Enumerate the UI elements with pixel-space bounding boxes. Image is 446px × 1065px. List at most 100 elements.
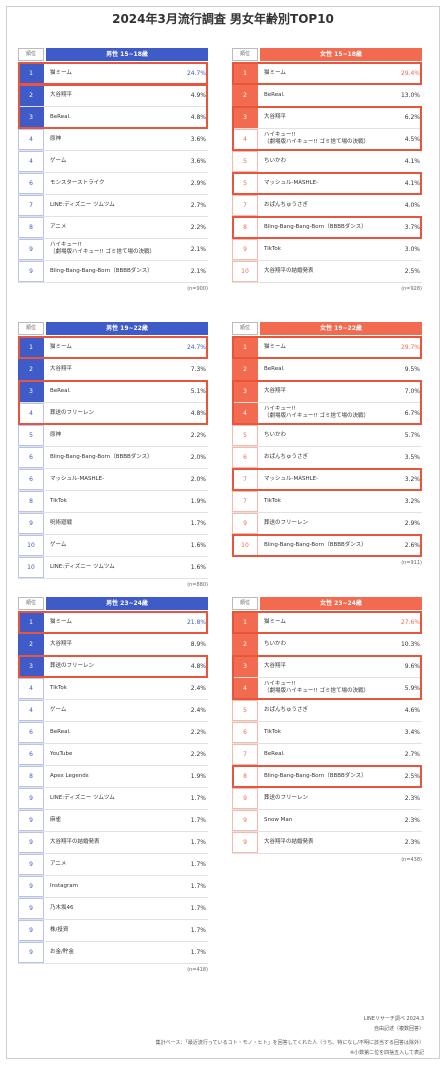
sample-size: (n=418) bbox=[187, 967, 208, 973]
table-row: 3 大谷翔平 9.6% bbox=[232, 656, 422, 678]
table-row: 7 マッシュル-MASHLE- 3.2% bbox=[232, 469, 422, 491]
rank-number: 3 bbox=[232, 107, 258, 128]
item-percentage: 1.7% bbox=[190, 883, 206, 890]
table-row: 2 BeReal. 13.0% bbox=[232, 85, 422, 107]
rank-number: 1 bbox=[232, 337, 258, 358]
rank-number: 8 bbox=[232, 766, 258, 787]
sample-size: (n=928) bbox=[401, 286, 422, 292]
rank-number: 9 bbox=[232, 788, 258, 809]
item-name: 猫ミーム bbox=[50, 70, 72, 76]
rank-number: 1 bbox=[232, 63, 258, 84]
table-row: 1 猫ミーム 24.7% bbox=[18, 337, 208, 359]
table-row: 4 原神 3.6% bbox=[18, 129, 208, 151]
rank-number: 6 bbox=[232, 447, 258, 468]
table-row: 9 アニメ 1.7% bbox=[18, 854, 208, 876]
rank-number: 3 bbox=[232, 656, 258, 677]
infographic-frame bbox=[6, 6, 440, 1059]
item-name: 原神 bbox=[50, 136, 62, 142]
table-row: 9 LINE:ディズニー ツムツム 1.7% bbox=[18, 788, 208, 810]
table-row: 2 大谷翔平 8.9% bbox=[18, 634, 208, 656]
item-percentage: 2.2% bbox=[190, 224, 206, 231]
table-row: 4 葬送のフリーレン 4.8% bbox=[18, 403, 208, 425]
rank-number: 4 bbox=[232, 129, 258, 150]
item-name: LINE:ディズニー ツムツム bbox=[50, 202, 115, 208]
table-header: 順位 男性 15~18歳 bbox=[18, 48, 208, 61]
rank-number: 4 bbox=[232, 403, 258, 424]
rank-number: 7 bbox=[232, 491, 258, 512]
table-row: 8 TikTok 1.9% bbox=[18, 491, 208, 513]
table-row: 5 おぱんちゅうさぎ 4.6% bbox=[232, 700, 422, 722]
group-label: 女性 19~22歳 bbox=[260, 322, 422, 335]
rank-number: 9 bbox=[18, 898, 44, 919]
item-percentage: 1.7% bbox=[190, 905, 206, 912]
rank-number: 9 bbox=[232, 832, 258, 853]
table-header: 順位 男性 19~22歳 bbox=[18, 322, 208, 335]
item-percentage: 29.7% bbox=[400, 344, 420, 351]
item-percentage: 1.9% bbox=[190, 498, 206, 505]
group-label: 男性 15~18歳 bbox=[46, 48, 208, 61]
item-percentage: 1.6% bbox=[190, 564, 206, 571]
table-row: 9 お金/貯金 1.7% bbox=[18, 942, 208, 964]
item-percentage: 3.6% bbox=[190, 158, 206, 165]
table-row: 8 Apex Legends 1.9% bbox=[18, 766, 208, 788]
sample-size: (n=880) bbox=[187, 582, 208, 588]
item-percentage: 2.0% bbox=[190, 454, 206, 461]
rank-number: 4 bbox=[232, 678, 258, 699]
rank-number: 2 bbox=[18, 85, 44, 106]
ranking-table-male-3: 順位 男性 23~24歳 1 猫ミーム 21.8% 2 大谷翔平 8.9% 3 葬送のフリーレン 4… bbox=[18, 597, 208, 973]
item-percentage: 5.1% bbox=[190, 388, 206, 395]
table-row: 6 Bling-Bang-Bang-Born（BBBBダンス） 2.0% bbox=[18, 447, 208, 469]
rank-number: 4 bbox=[18, 129, 44, 150]
rank-number: 9 bbox=[18, 239, 44, 260]
item-percentage: 2.1% bbox=[190, 268, 206, 275]
item-name: Bling-Bang-Bang-Born（BBBBダンス） bbox=[50, 268, 153, 274]
item-name: 葬送のフリーレン bbox=[50, 410, 95, 416]
item-name: YouTube bbox=[50, 751, 73, 757]
item-name: BeReal. bbox=[264, 92, 285, 98]
item-name: LINE:ディズニー ツムツム bbox=[50, 795, 115, 801]
rank-number: 9 bbox=[232, 513, 258, 534]
rank-number: 9 bbox=[18, 788, 44, 809]
item-name: マッシュル-MASHLE- bbox=[50, 476, 105, 482]
item-name: 株/投資 bbox=[50, 927, 69, 933]
rank-number: 9 bbox=[18, 876, 44, 897]
item-percentage: 3.7% bbox=[404, 224, 420, 231]
item-percentage: 1.7% bbox=[190, 861, 206, 868]
rank-column-header: 順位 bbox=[232, 597, 258, 610]
rank-number: 10 bbox=[18, 535, 44, 556]
table-row: 2 大谷翔平 7.3% bbox=[18, 359, 208, 381]
item-percentage: 6.2% bbox=[404, 114, 420, 121]
item-percentage: 4.9% bbox=[190, 92, 206, 99]
item-name: ちいかわ bbox=[264, 641, 287, 647]
rank-number: 5 bbox=[232, 151, 258, 172]
rank-number: 9 bbox=[18, 513, 44, 534]
item-name: マッシュル-MASHLE- bbox=[264, 476, 319, 482]
item-percentage: 2.1% bbox=[190, 246, 206, 253]
group-label: 男性 23~24歳 bbox=[46, 597, 208, 610]
item-percentage: 7.0% bbox=[404, 388, 420, 395]
table-row: 3 BeReal. 5.1% bbox=[18, 381, 208, 403]
table-header: 順位 女性 23~24歳 bbox=[232, 597, 422, 610]
item-name: ハイキュー!! （劇場版ハイキュー!! ゴミ捨て場の決戦） bbox=[264, 132, 370, 145]
item-name: Bling-Bang-Bang-Born（BBBBダンス） bbox=[264, 773, 367, 779]
item-percentage: 9.5% bbox=[404, 366, 420, 373]
item-name: ハイキュー!! （劇場版ハイキュー!! ゴミ捨て場の決戦） bbox=[264, 406, 370, 419]
item-percentage: 3.2% bbox=[404, 476, 420, 483]
rank-number: 7 bbox=[232, 195, 258, 216]
rank-number: 9 bbox=[232, 810, 258, 831]
item-percentage: 10.3% bbox=[400, 641, 420, 648]
item-name: 原神 bbox=[50, 432, 62, 438]
rank-number: 3 bbox=[18, 107, 44, 128]
rank-number: 4 bbox=[18, 151, 44, 172]
item-name: Bling-Bang-Bang-Born（BBBBダンス） bbox=[264, 542, 367, 548]
table-row: 10 ゲーム 1.6% bbox=[18, 535, 208, 557]
table-row: 1 猫ミーム 27.6% bbox=[232, 612, 422, 634]
item-name: ゲーム bbox=[50, 158, 67, 164]
rank-number: 1 bbox=[18, 63, 44, 84]
item-percentage: 3.5% bbox=[404, 454, 420, 461]
table-row: 9 TikTok 3.0% bbox=[232, 239, 422, 261]
item-name: ゲーム bbox=[50, 707, 67, 713]
item-percentage: 2.7% bbox=[404, 751, 420, 758]
item-name: 葬送のフリーレン bbox=[50, 663, 95, 669]
rank-column-header: 順位 bbox=[232, 48, 258, 61]
